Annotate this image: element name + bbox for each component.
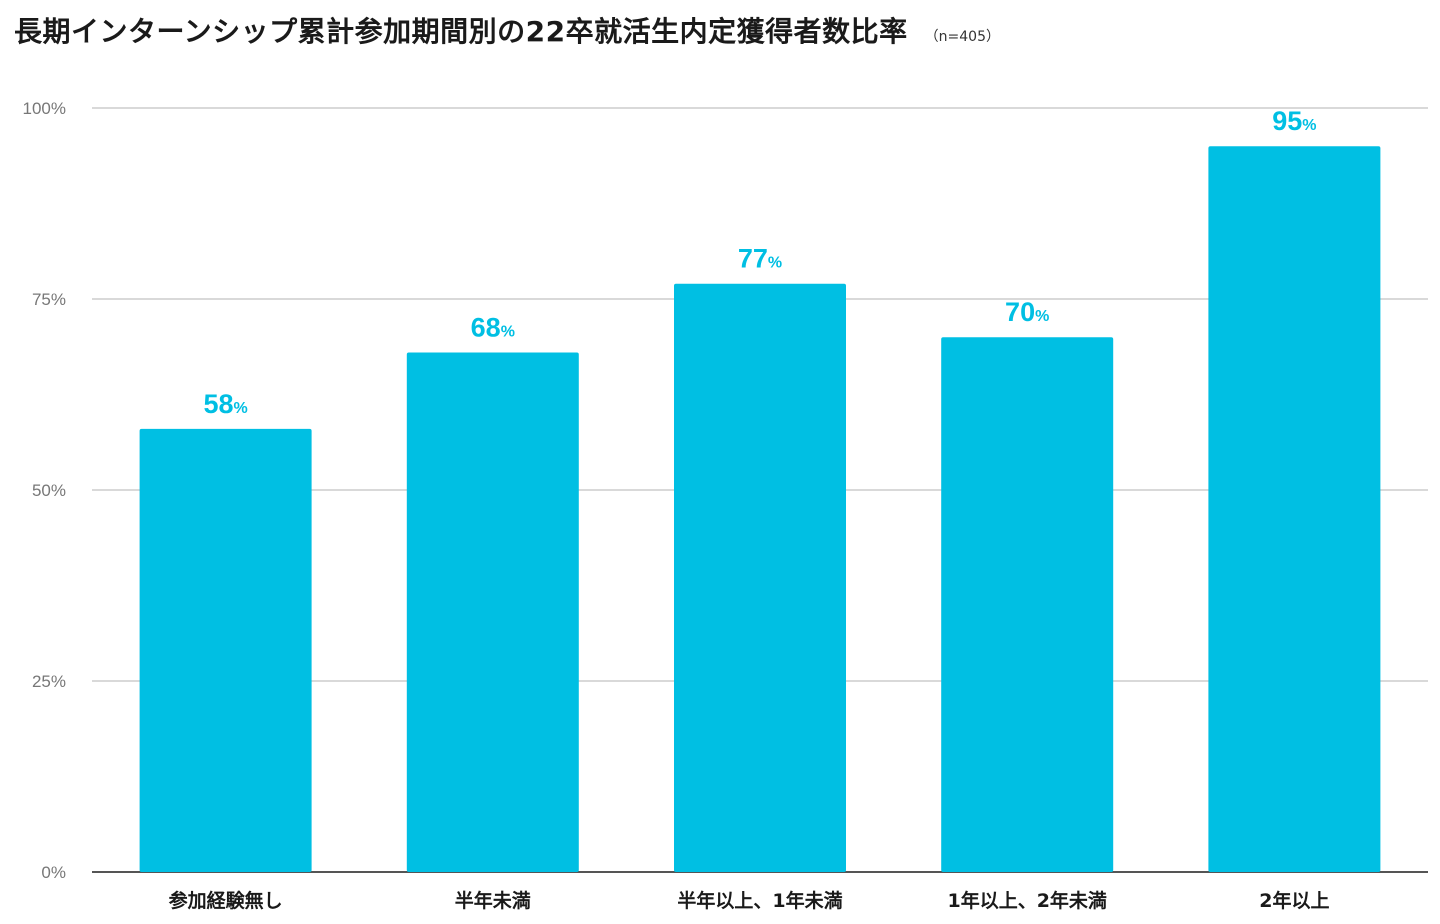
data-label: 68%	[471, 312, 515, 342]
x-tick-label: 1年以上、2年未満	[947, 889, 1106, 912]
y-tick-label: 50%	[32, 481, 66, 500]
y-tick-label: 0%	[41, 863, 66, 882]
bar	[941, 337, 1114, 872]
chart-title-row: 長期インターンシップ累計参加期間別の22卒就活生内定獲得者数比率 （n=405）	[14, 10, 1000, 50]
x-tick-label: 2年以上	[1259, 889, 1329, 912]
data-label: 77%	[738, 244, 782, 274]
chart-title: 長期インターンシップ累計参加期間別の22卒就活生内定獲得者数比率	[14, 15, 908, 48]
y-tick-label: 100%	[23, 99, 66, 118]
bar	[139, 428, 312, 872]
data-label: 58%	[203, 389, 247, 419]
data-label: 95%	[1272, 106, 1316, 136]
bar	[1208, 146, 1381, 872]
data-label: 70%	[1005, 297, 1049, 327]
bar	[406, 352, 579, 873]
y-tick-label: 25%	[32, 672, 66, 691]
x-tick-label: 参加経験無し	[169, 889, 283, 912]
x-tick-label: 半年未満	[455, 889, 531, 912]
bar	[674, 283, 846, 873]
x-tick-label: 半年以上、1年未満	[677, 889, 842, 912]
chart-sample-size: （n=405）	[924, 29, 1000, 45]
y-tick-label: 75%	[32, 290, 66, 309]
